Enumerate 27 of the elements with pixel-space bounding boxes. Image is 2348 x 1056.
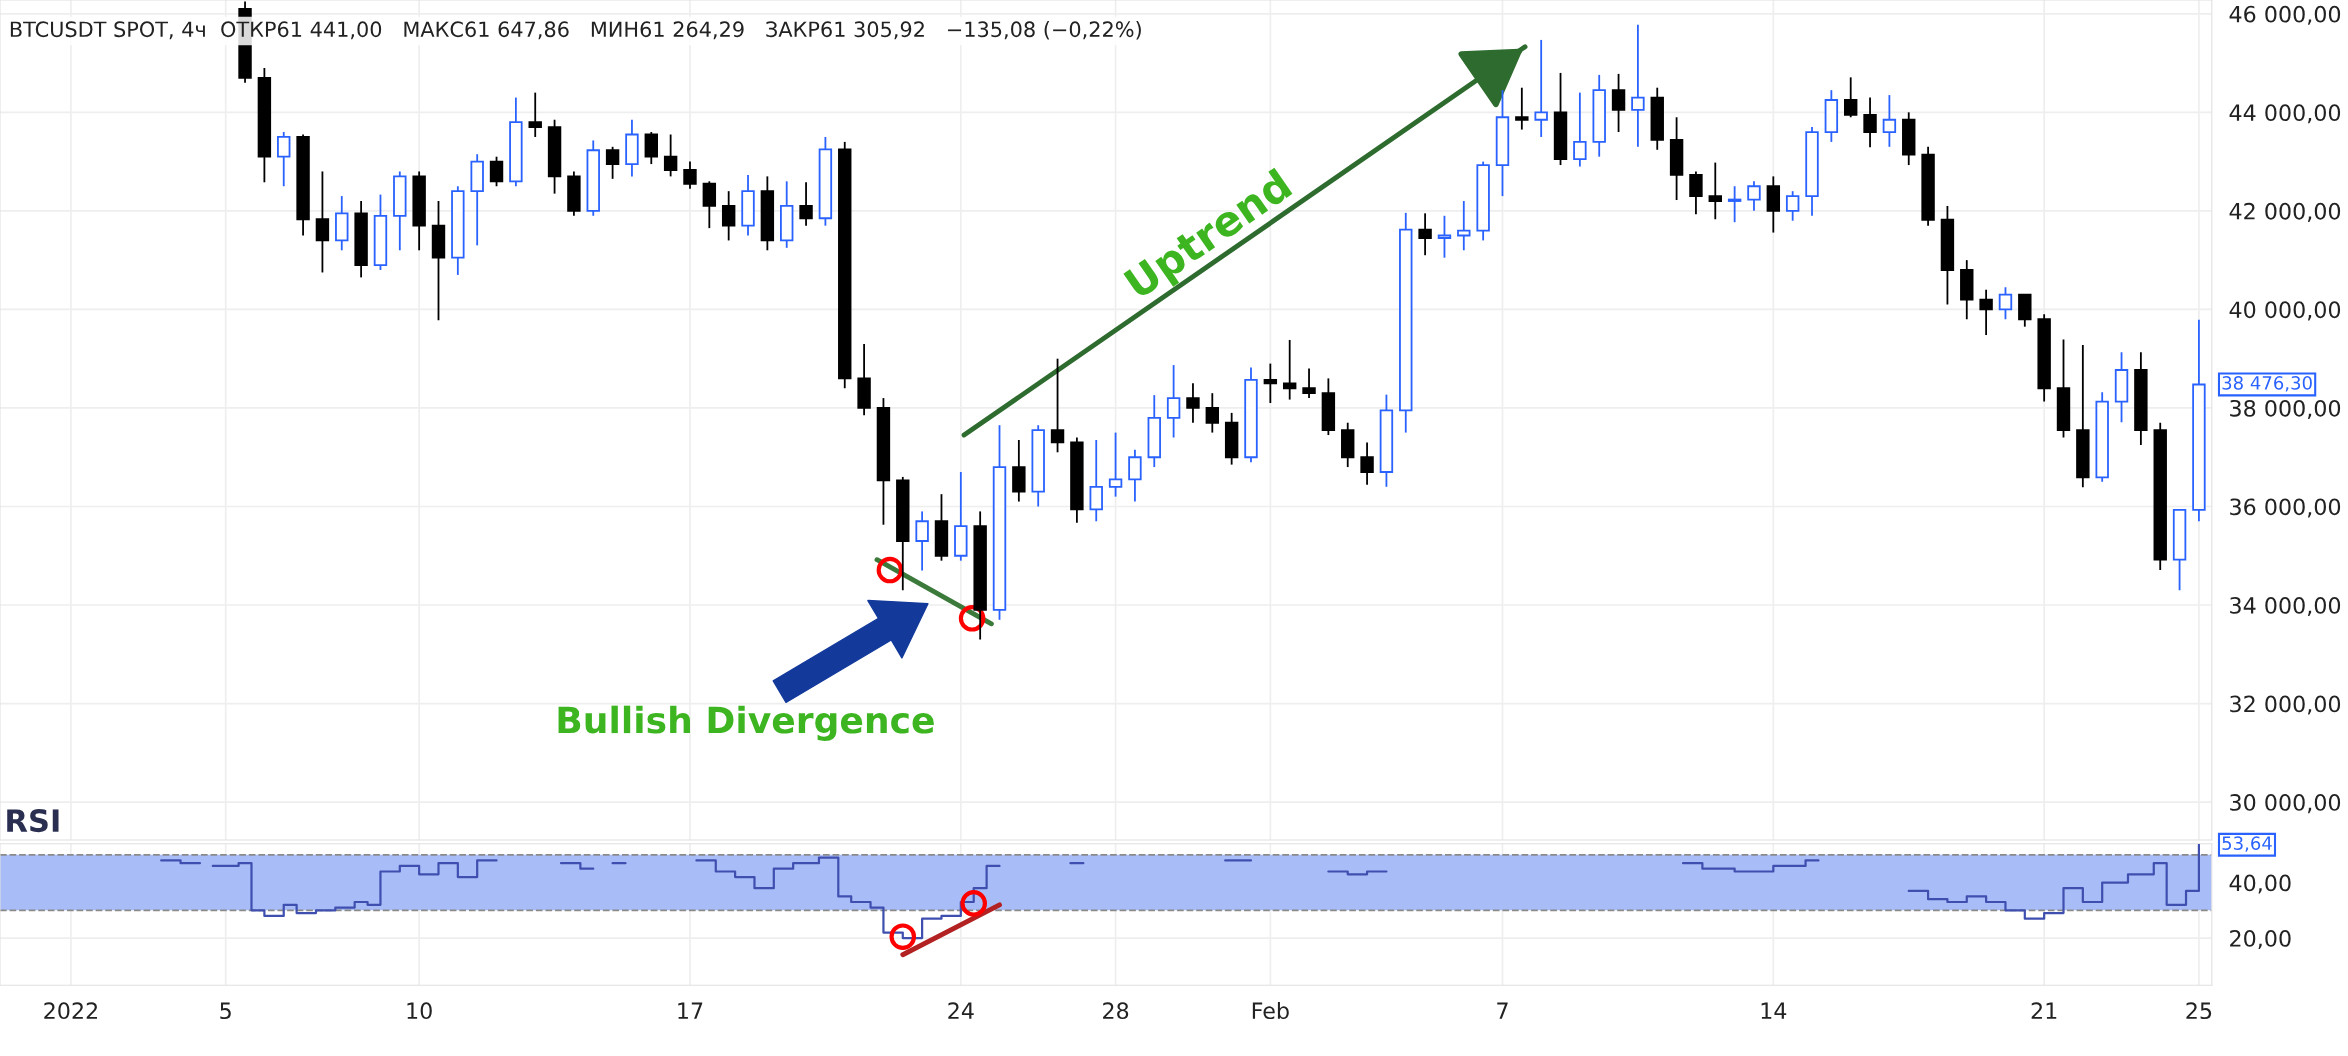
text: BTCUSDT SPOT, 4ч ОТКР61 441,00 МАКС61 647,86 МИН61 264,29 ЗАКР61 305,92 −135,08 (−0,22%) (10, 21, 1141, 40)
x-tick-label: 25 (2186, 1002, 2212, 1020)
x-tick-label: 28 (1103, 1002, 1129, 1020)
x-tick-label: 21 (2031, 1002, 2057, 1019)
x-tick-label: Feb (1252, 1001, 1289, 1020)
y-tick-label: 20,00 (2230, 930, 2291, 950)
x-tick-label: 7 (1497, 1002, 1508, 1019)
annotation: Bullish Divergence (558, 705, 934, 741)
y-tick-label: 38 000,00 (2230, 399, 2341, 419)
y-tick-label: 46 000,00 (2229, 5, 2341, 25)
y-tick-label: 44 000,00 (2229, 104, 2341, 124)
x-tick-label: 17 (678, 1002, 703, 1019)
y-tick-label: 36 000,00 (2230, 498, 2341, 518)
x-tick-label: 14 (1761, 1002, 1787, 1019)
y-tick-label: 42 000,00 (2229, 202, 2341, 222)
y-tick-label: 34 000,00 (2230, 596, 2341, 617)
x-tick-label: 10 (407, 1002, 432, 1020)
y-tick-label: 30 000,00 (2230, 794, 2341, 814)
annotation: 53,64 (2222, 836, 2272, 852)
x-tick-label: 24 (948, 1002, 974, 1019)
x-tick-label: 2022 (44, 1002, 97, 1020)
x-tick-label: 5 (220, 1002, 231, 1020)
y-tick-label: 32 000,00 (2230, 695, 2341, 715)
y-tick-label: 40 000,00 (2229, 301, 2341, 321)
y-tick-label: 40,00 (2229, 874, 2291, 894)
annotation: 38 476,30 (2222, 376, 2312, 392)
chart-title: RSI (7, 809, 59, 833)
